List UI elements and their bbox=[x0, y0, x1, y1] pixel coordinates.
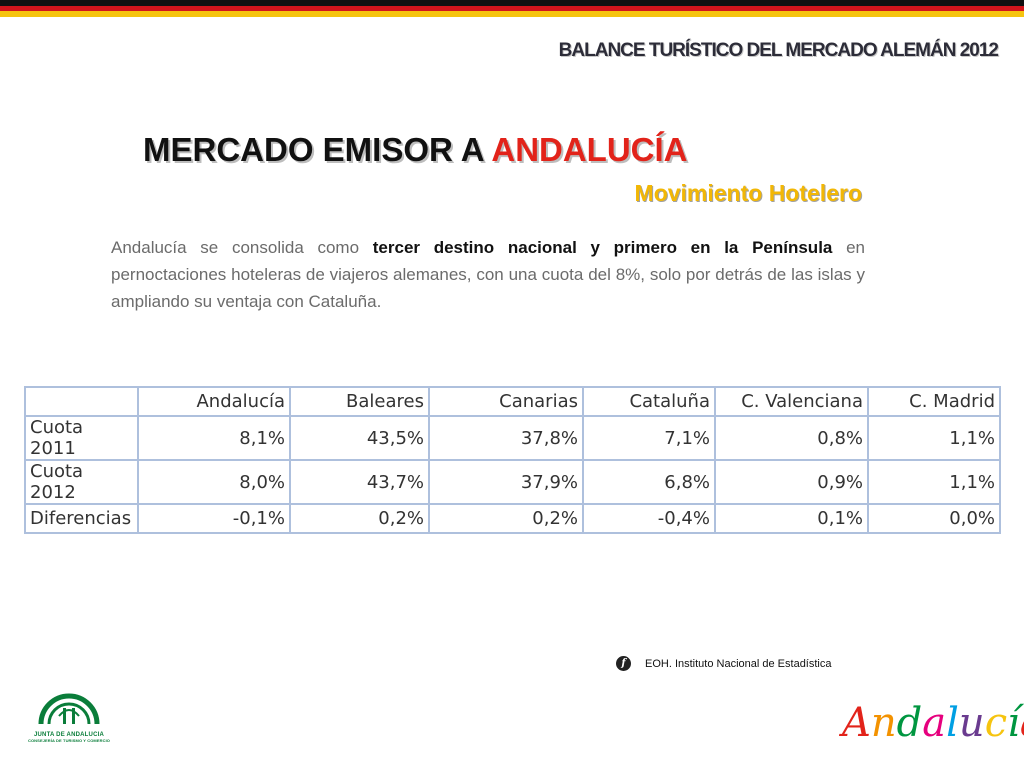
junta-logo-line1: JUNTA DE ANDALUCIA bbox=[33, 732, 105, 738]
source-text: EOH. Instituto Nacional de Estadística bbox=[645, 657, 832, 670]
brand-logo-letter: í bbox=[1007, 700, 1020, 746]
table-header-cell bbox=[24, 386, 139, 417]
report-title: BALANCE TURÍSTICO DEL MERCADO ALEMÁN 201… bbox=[558, 40, 999, 61]
brand-logo-letter: l bbox=[946, 700, 959, 746]
table-cell: 0,2% bbox=[289, 503, 430, 534]
table-row-label: Diferencias bbox=[24, 503, 139, 534]
table-cell: 0,2% bbox=[428, 503, 584, 534]
table-header-cell: C. Madrid bbox=[867, 386, 1001, 417]
table-cell: 7,1% bbox=[582, 415, 716, 461]
brand-logo-letter: a bbox=[1020, 700, 1024, 746]
brand-logo-letter: A bbox=[842, 700, 871, 746]
table-cell: 37,8% bbox=[428, 415, 584, 461]
table-row-label: Cuota 2012 bbox=[24, 459, 139, 505]
summary-paragraph: Andalucía se consolida como tercer desti… bbox=[111, 234, 865, 315]
title-prefix: MERCADO EMISOR A bbox=[143, 131, 484, 168]
brand-logo-letter: d bbox=[896, 700, 923, 746]
table-header-cell: Baleares bbox=[289, 386, 430, 417]
brand-logo-letter: n bbox=[870, 700, 897, 746]
brand-logo-letter: a bbox=[922, 700, 947, 746]
paragraph-part2: en pernoctaciones hoteleras de viajeros … bbox=[111, 238, 865, 311]
table-cell: 0,8% bbox=[714, 415, 869, 461]
table-cell: 0,9% bbox=[714, 459, 869, 505]
table-cell: 43,7% bbox=[289, 459, 430, 505]
table-cell: 6,8% bbox=[582, 459, 716, 505]
f-source-icon: f bbox=[616, 656, 631, 671]
table-cell: 8,1% bbox=[137, 415, 291, 461]
table-header-cell: C. Valenciana bbox=[714, 386, 869, 417]
junta-logo-line2: CONSEJERÍA DE TURISMO Y COMERCIO bbox=[27, 738, 111, 743]
table-cell: 0,1% bbox=[714, 503, 869, 534]
page-subtitle: Movimiento Hotelero bbox=[634, 180, 862, 206]
table-cell: -0,1% bbox=[137, 503, 291, 534]
table-header-cell: Cataluña bbox=[582, 386, 716, 417]
paragraph-highlight: tercer destino nacional y primero en la … bbox=[372, 238, 833, 257]
table-row-label: Cuota 2011 bbox=[24, 415, 139, 461]
table-cell: 1,1% bbox=[867, 459, 1001, 505]
junta-andalucia-logo: JUNTA DE ANDALUCIA CONSEJERÍA DE TURISMO… bbox=[26, 690, 112, 754]
brand-logo-letter: c bbox=[984, 700, 1008, 746]
table-cell: 37,9% bbox=[428, 459, 584, 505]
page-title: MERCADO EMISOR A ANDALUCÍA bbox=[143, 131, 688, 169]
paragraph-part1: Andalucía se consolida como bbox=[111, 238, 360, 257]
market-share-table: Andalucía Baleares Canarias Cataluña C. … bbox=[24, 386, 1001, 534]
andalucia-brand-logo: Andalucía bbox=[842, 700, 1024, 746]
brand-logo-letter: u bbox=[958, 700, 985, 746]
table-cell: 0,0% bbox=[867, 503, 1001, 534]
table-cell: 8,0% bbox=[137, 459, 291, 505]
table-row: Cuota 2012 8,0% 43,7% 37,9% 6,8% 0,9% 1,… bbox=[24, 459, 1001, 505]
flag-stripe-red bbox=[0, 6, 1024, 11]
flag-banner bbox=[0, 0, 1024, 17]
table-header-row: Andalucía Baleares Canarias Cataluña C. … bbox=[24, 386, 1001, 417]
table-cell: 1,1% bbox=[867, 415, 1001, 461]
title-accent: ANDALUCÍA bbox=[491, 131, 688, 168]
flag-stripe-black bbox=[0, 0, 1024, 6]
table-header-cell: Canarias bbox=[428, 386, 584, 417]
table-cell: 43,5% bbox=[289, 415, 430, 461]
source-note: f EOH. Instituto Nacional de Estadística bbox=[616, 656, 831, 671]
table-row: Cuota 2011 8,1% 43,5% 37,8% 7,1% 0,8% 1,… bbox=[24, 415, 1001, 461]
table-row: Diferencias -0,1% 0,2% 0,2% -0,4% 0,1% 0… bbox=[24, 503, 1001, 534]
junta-emblem-icon bbox=[38, 693, 100, 725]
flag-stripe-gold bbox=[0, 11, 1024, 17]
table-cell: -0,4% bbox=[582, 503, 716, 534]
table-header-cell: Andalucía bbox=[137, 386, 291, 417]
